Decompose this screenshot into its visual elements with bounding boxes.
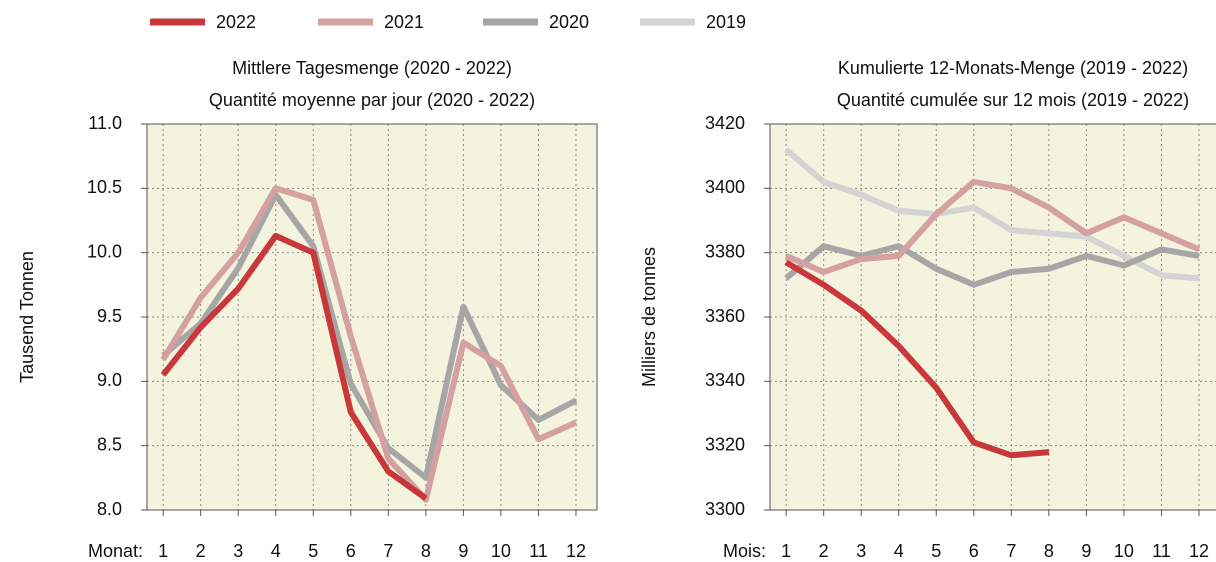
series-line: [160, 232, 428, 501]
y-tick-label: 3380: [705, 241, 745, 261]
x-tick-label: 1: [158, 541, 168, 561]
x-tick-label: 9: [458, 541, 468, 561]
x-tick-label: 7: [1006, 541, 1016, 561]
x-tick-label: 6: [346, 541, 356, 561]
y-tick-label: 3340: [705, 370, 745, 390]
y-tick-label: 11.0: [88, 113, 122, 133]
series-line: [784, 178, 1201, 275]
chart: Mittlere Tagesmenge (2020 - 2022) Quantit…: [17, 58, 598, 561]
x-tick-label: 3: [233, 541, 243, 561]
y-tick-label: 3300: [705, 499, 745, 519]
chart-title: Kumulierte 12-Monats-Menge (2019 - 2022): [838, 58, 1188, 78]
x-tick-label: 3: [856, 541, 866, 561]
x-tick-label: 6: [969, 541, 979, 561]
x-tick-label: 5: [931, 541, 941, 561]
y-axis-label: Tausend Tonnen: [17, 251, 37, 383]
x-tick-label: 4: [894, 541, 904, 561]
x-tick-label: 4: [271, 541, 281, 561]
y-tick-label: 8.5: [97, 434, 122, 454]
series-line: [784, 259, 1050, 459]
x-tick-label: 10: [1114, 541, 1134, 561]
x-tick-label: 12: [1189, 541, 1209, 561]
x-tick-label: 2: [196, 541, 206, 561]
y-tick-label: 3360: [705, 306, 745, 326]
series-line: [784, 147, 1200, 282]
legend-label: 2021: [384, 12, 424, 32]
x-tick-label: 8: [1044, 541, 1054, 561]
x-tick-label: 1: [781, 541, 791, 561]
y-tick-label: 10.0: [87, 241, 122, 261]
plot-frame: [146, 123, 598, 511]
y-tick-label: 3320: [705, 434, 745, 454]
chart-subtitle: Quantité moyenne par jour (2020 - 2022): [209, 90, 535, 110]
x-tick-label: 10: [491, 541, 511, 561]
legend-label: 2020: [549, 12, 589, 32]
chart: Kumulierte 12-Monats-Menge (2019 - 2022)…: [639, 58, 1216, 561]
x-axis-label: Monat:: [88, 541, 143, 561]
y-tick-label: 3420: [705, 113, 745, 133]
x-tick-label: 11: [529, 541, 548, 561]
x-tick-label: 5: [308, 541, 318, 561]
y-axis-label: Milliers de tonnes: [639, 247, 659, 387]
y-tick-label: 9.5: [97, 306, 122, 326]
x-tick-label: 11: [1152, 541, 1171, 561]
y-tick-label: 9.0: [97, 370, 122, 390]
x-tick-label: 7: [383, 541, 393, 561]
series-line: [784, 243, 1200, 288]
y-tick-label: 3400: [705, 177, 745, 197]
x-axis-label: Mois:: [723, 541, 766, 561]
legend-label: 2019: [706, 12, 746, 32]
plot-frame: [769, 123, 1216, 511]
x-tick-label: 12: [566, 541, 586, 561]
y-tick-label: 8.0: [97, 499, 122, 519]
series-line: [161, 191, 578, 481]
y-tick-label: 10.5: [87, 177, 122, 197]
legend-label: 2022: [216, 12, 256, 32]
x-tick-label: 2: [819, 541, 829, 561]
chart-subtitle: Quantité cumulée sur 12 mois (2019 - 202…: [837, 90, 1189, 110]
chart-title: Mittlere Tagesmenge (2020 - 2022): [232, 58, 512, 78]
x-tick-label: 8: [421, 541, 431, 561]
x-tick-label: 9: [1081, 541, 1091, 561]
series-line: [160, 185, 578, 503]
